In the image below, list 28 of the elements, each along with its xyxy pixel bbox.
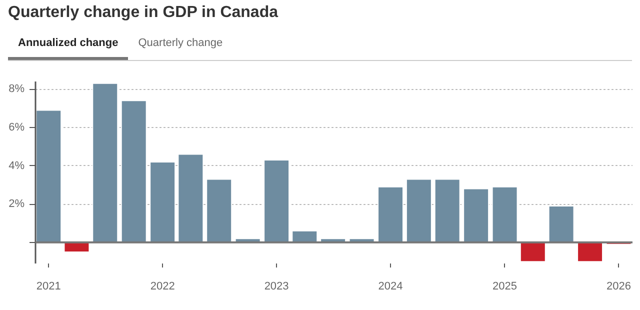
bar xyxy=(378,186,404,243)
bar xyxy=(463,188,490,243)
y-tick-label: 4% xyxy=(8,160,25,172)
x-tick-label: 2024 xyxy=(378,280,403,292)
bar xyxy=(434,178,460,243)
text: Quarterly change xyxy=(137,36,224,51)
x-tick-label: 2023 xyxy=(264,280,289,292)
bar xyxy=(178,154,204,243)
bar xyxy=(36,110,62,243)
y-tick-label: 6% xyxy=(8,121,25,134)
bar xyxy=(150,161,176,243)
y-tick-label: 8% xyxy=(8,83,25,96)
bar xyxy=(520,242,546,262)
bar xyxy=(120,100,147,243)
x-tick-label: 2026 xyxy=(606,280,632,292)
bar xyxy=(92,82,118,243)
bar xyxy=(577,242,604,262)
bar xyxy=(492,186,518,243)
x-tick-label: 2021 xyxy=(36,280,61,292)
bar xyxy=(548,206,574,243)
chart-title: Quarterly change in GDP in Canada xyxy=(8,3,278,23)
bar xyxy=(206,178,232,243)
x-tick-label: 2025 xyxy=(492,280,518,292)
bar xyxy=(406,178,432,243)
x-tick-label: 2022 xyxy=(150,280,175,292)
text: Annualized change xyxy=(8,34,128,60)
y-tick-label: 2% xyxy=(8,198,25,210)
bar xyxy=(264,160,290,243)
